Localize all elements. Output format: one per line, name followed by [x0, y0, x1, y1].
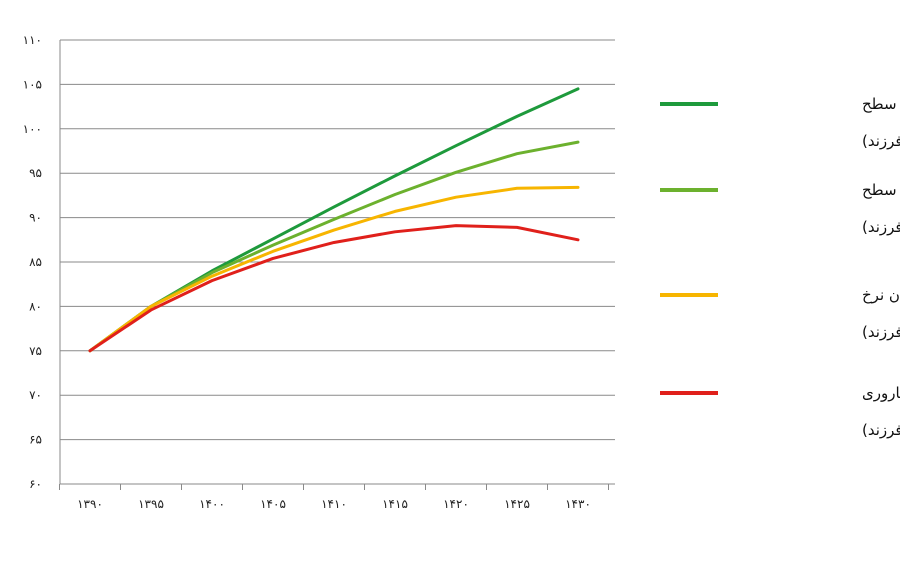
legend: افزایش بالاتر از سطح جانشینی (۲٫۵ فرزند) ا… [660, 95, 900, 439]
x-tick-label: ۱۴۳۰ [565, 497, 591, 511]
gridlines [60, 39, 615, 485]
x-tick-label: ۱۴۱۵ [382, 497, 408, 511]
y-tick-label: ۱۰۰ [23, 122, 42, 136]
y-tick-label: ۶۵ [29, 433, 42, 447]
series-line-3 [88, 185, 580, 353]
x-tick-label: ۱۴۰۵ [260, 497, 286, 511]
y-tick-label: ۹۵ [29, 166, 42, 180]
legend-label: باروری(۱٫۸فرزند) [862, 323, 900, 341]
y-tick-label: ۹۰ [29, 211, 42, 225]
legend-label: جانشینی (۲٫۵ فرزند) [862, 132, 900, 150]
y-tick-label: ۱۱۰ [23, 33, 42, 47]
legend-label: افزایش تا سطح [862, 181, 900, 199]
x-tick-label: ۱۴۱۰ [321, 497, 347, 511]
y-tick-label: ۸۰ [29, 299, 42, 313]
x-tick-label: ۱۳۹۵ [138, 497, 164, 511]
legend-label: کاهش نرخ باروری [862, 384, 900, 402]
x-tick-label: ۱۳۹۰ [77, 497, 103, 511]
y-tick-label: ۶۰ [29, 477, 42, 491]
y-tick-label: ۷۰ [29, 388, 42, 402]
x-tick-label: ۱۴۰۰ [199, 497, 225, 511]
legend-label: جانشینی(۲٫۱ فرزند) [862, 218, 900, 236]
x-tick-label: ۱۴۲۵ [504, 497, 530, 511]
series-lines [88, 87, 580, 353]
legend-label: تا (۱٫۳ فرزند) [862, 421, 900, 439]
legend-label: افزایش بالاتر از سطح [862, 95, 900, 113]
legend-label: ثابت ماندن نرخ [862, 286, 900, 304]
series-line-4 [88, 224, 580, 353]
axes: ۶۰ ۶۵ ۷۰ ۷۵ ۸۰ ۸۵ ۹۰ ۹۵ ۱۰۰ ۱۰۵ ۱۱۰ ۱۳۹۰ ۱۳۹۵ ۱۴۰۰ ۱۴۰… [23, 33, 609, 511]
y-tick-label: ۷۵ [29, 344, 42, 358]
x-tick-label: ۱۴۲۰ [443, 497, 469, 511]
y-tick-label: ۸۵ [29, 255, 42, 269]
y-tick-label: ۱۰۵ [23, 77, 42, 91]
